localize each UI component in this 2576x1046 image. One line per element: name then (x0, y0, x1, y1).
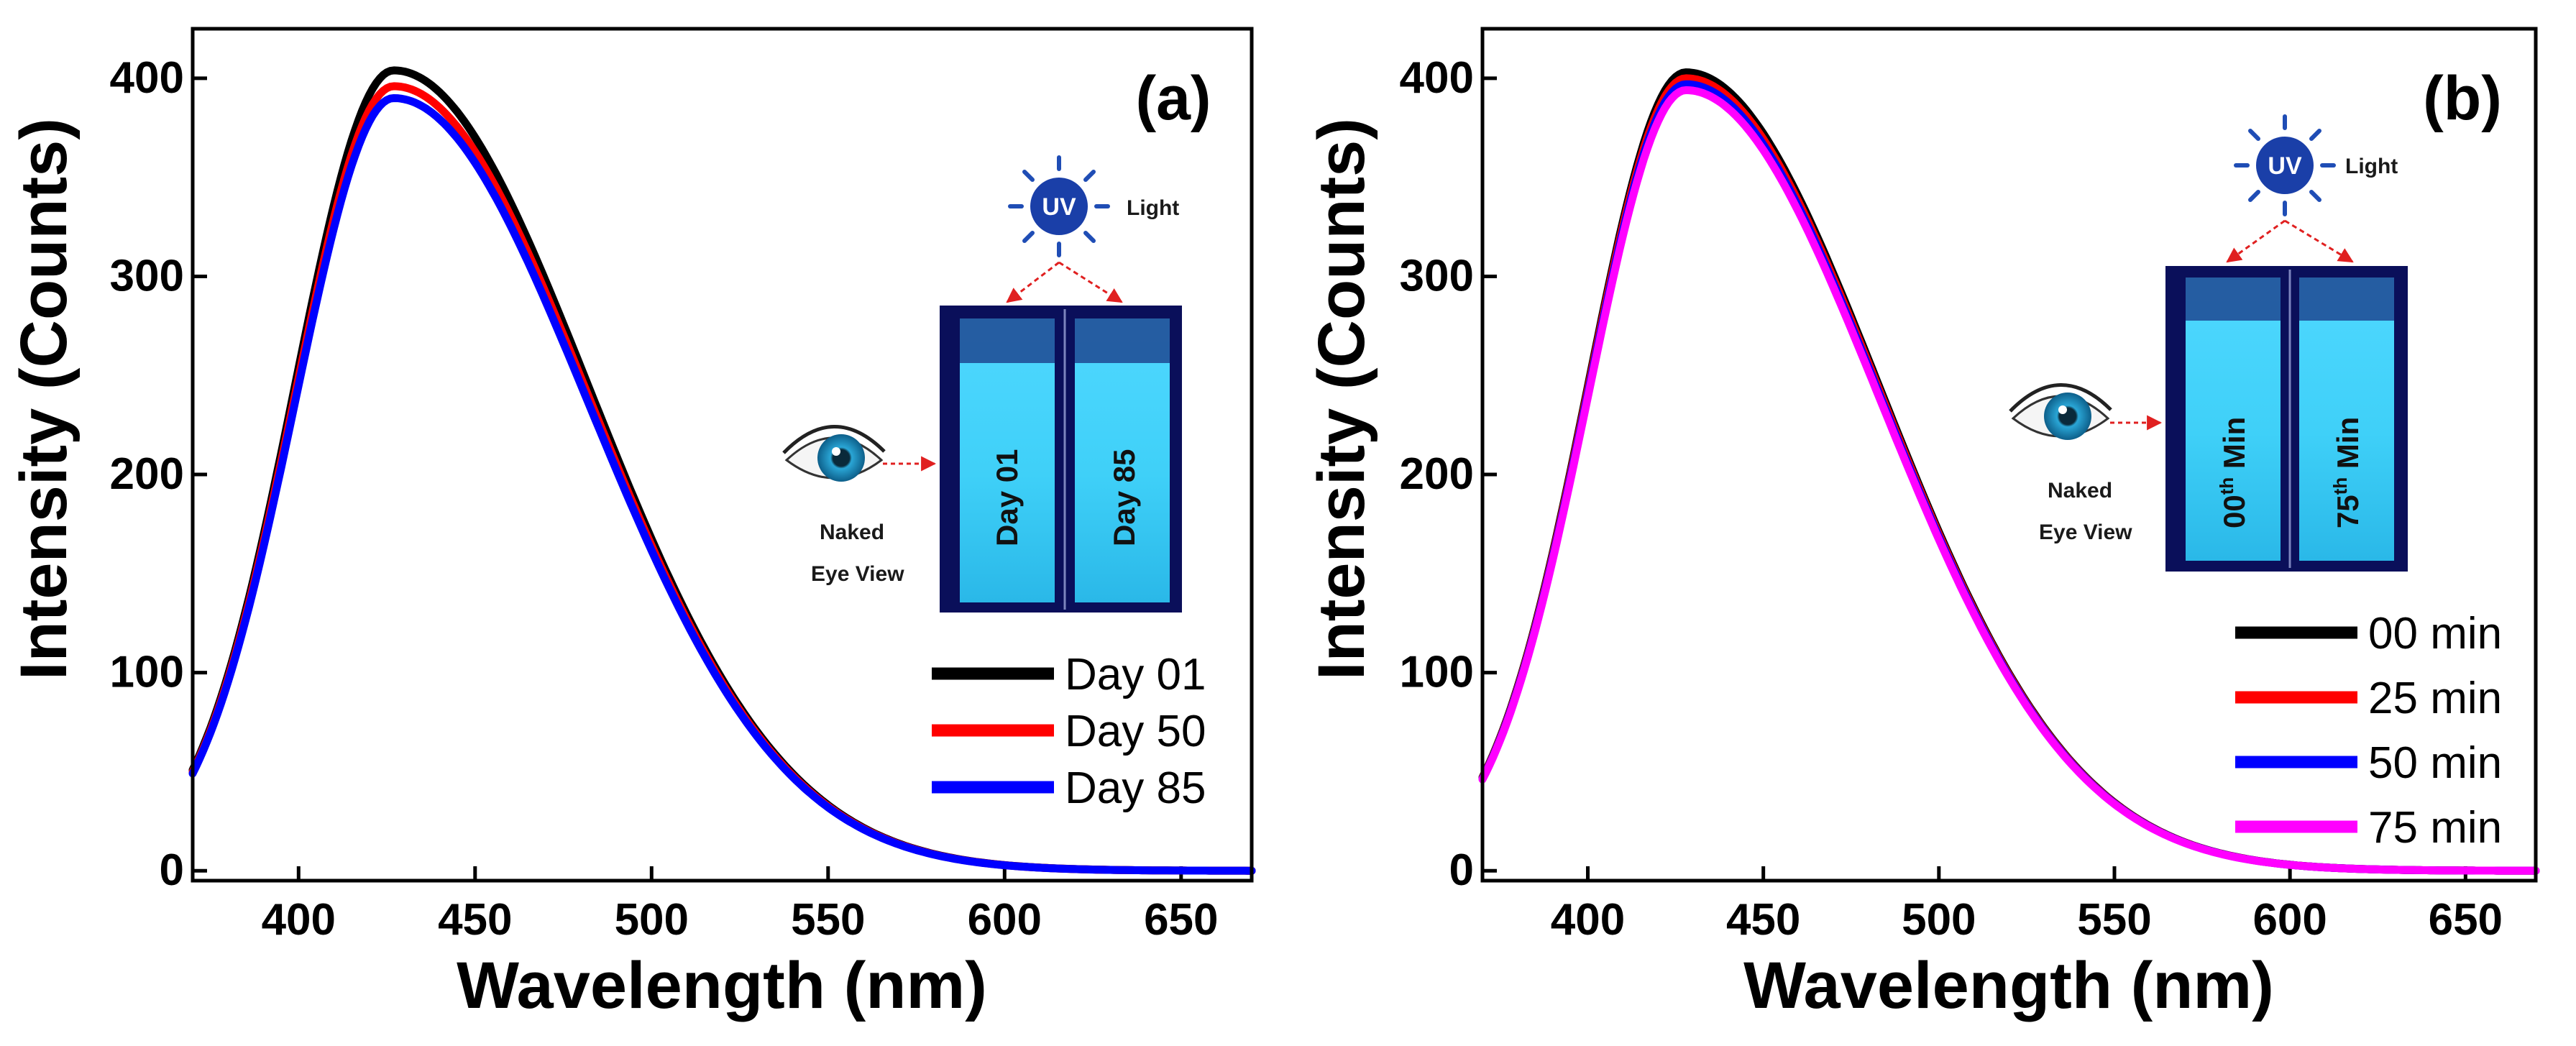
legend-label-b-2: 50 min (2368, 738, 2502, 788)
eye-caption-a-1: Naked (820, 520, 884, 544)
x-tick-label-a-1: 450 (438, 895, 512, 945)
uv-lamp-icon: UV (1008, 155, 1110, 257)
y-tick-label-a-4: 400 (110, 53, 184, 103)
eye-caption-b-2: Eye View (2039, 520, 2132, 544)
y-axis-label-b: Intensity (Counts) (1305, 118, 1378, 680)
x-tick-label-a-4: 600 (968, 895, 1042, 945)
series-curves-b (1478, 68, 2540, 875)
eye-caption-b-1: Naked (2048, 479, 2112, 503)
y-tick-label-b-0: 0 (1449, 845, 1474, 895)
x-tick-label-a-2: 500 (615, 895, 689, 945)
x-tick-label-a-3: 550 (791, 895, 865, 945)
plot-frame-b (1480, 27, 2538, 883)
uv-lamp-icon: UV (2234, 114, 2336, 216)
uv-text-b: UV (2268, 152, 2302, 180)
x-tick-label-b-3: 550 (2077, 895, 2151, 945)
series-curves-a (188, 66, 1256, 875)
light-label-a: Light (1127, 196, 1179, 220)
panel-label-a: (a) (1135, 64, 1211, 133)
plot-frame-a (191, 27, 1254, 883)
x-axis-label-a: Wavelength (nm) (457, 949, 987, 1022)
y-tick-label-b-1: 100 (1400, 648, 1474, 697)
x-tick-label-b-0: 400 (1551, 895, 1625, 945)
x-tick-label-a-5: 650 (1144, 895, 1218, 945)
y-tick-label-a-3: 300 (110, 251, 184, 301)
legend-a: Day 01 Day 50 Day 85 (932, 650, 1206, 813)
panel-b: Intensity (Counts) 0 100 200 300 400 400 450 5… (1305, 27, 2540, 1022)
legend-label-a-2: Day 85 (1065, 763, 1206, 813)
x-tick-label-b-4: 600 (2252, 895, 2327, 945)
y-tick-label-b-4: 400 (1400, 53, 1474, 103)
legend-label-a-0: Day 01 (1065, 650, 1206, 699)
cuvette-label-a-2: Day 85 (1107, 449, 1141, 546)
eye-icon-b (2009, 383, 2112, 440)
series-line-a-2 (188, 94, 1256, 875)
x-ticks-a: 400 450 500 550 600 650 (262, 866, 1219, 945)
y-tick-label-b-3: 300 (1400, 251, 1474, 301)
legend-b: 00 min 25 min 50 min 75 min (2235, 609, 2502, 853)
legend-label-b-3: 75 min (2368, 803, 2502, 853)
legend-label-b-1: 25 min (2368, 674, 2502, 723)
y-ticks-b: 0 100 200 300 400 (1400, 53, 1497, 895)
x-ticks-b: 400 450 500 550 600 650 (1551, 866, 2503, 945)
legend-label-b-0: 00 min (2368, 609, 2502, 659)
light-label-b: Light (2345, 155, 2398, 178)
cuvette-label-b-2: 75th Min (2329, 417, 2365, 528)
panel-label-b: (b) (2423, 64, 2502, 133)
cuvette-label-b-1: 00th Min (2216, 417, 2251, 528)
y-tick-label-b-2: 200 (1400, 449, 1474, 499)
panel-a: Intensity (Counts) 0 100 200 300 400 400 450 5… (7, 27, 1256, 1022)
x-tick-label-b-5: 650 (2429, 895, 2503, 945)
y-tick-label-a-2: 200 (110, 449, 184, 499)
inset-uv-photo-b: UV Light 00th Min 75th Min Naked Eye Vie… (2009, 114, 2408, 572)
uv-text-a: UV (1042, 193, 1076, 221)
x-tick-label-b-2: 500 (1902, 895, 1976, 945)
eye-icon-a (782, 425, 886, 482)
inset-uv-photo-a: UV Light Day 01 Day 85 Naked Eye View (782, 155, 1182, 613)
cuvette-label-a-1: Day 01 (990, 449, 1024, 546)
x-axis-label-b: Wavelength (nm) (1743, 949, 2274, 1022)
y-ticks-a: 0 100 200 300 400 (110, 53, 207, 895)
y-tick-label-a-1: 100 (110, 648, 184, 697)
y-axis-label-a: Intensity (Counts) (7, 118, 81, 680)
y-tick-label-a-0: 0 (160, 845, 184, 895)
x-tick-label-a-0: 400 (262, 895, 336, 945)
series-line-b-3 (1478, 86, 2540, 875)
legend-label-a-1: Day 50 (1065, 707, 1206, 756)
x-tick-label-b-1: 450 (1726, 895, 1800, 945)
eye-caption-a-2: Eye View (811, 562, 904, 586)
